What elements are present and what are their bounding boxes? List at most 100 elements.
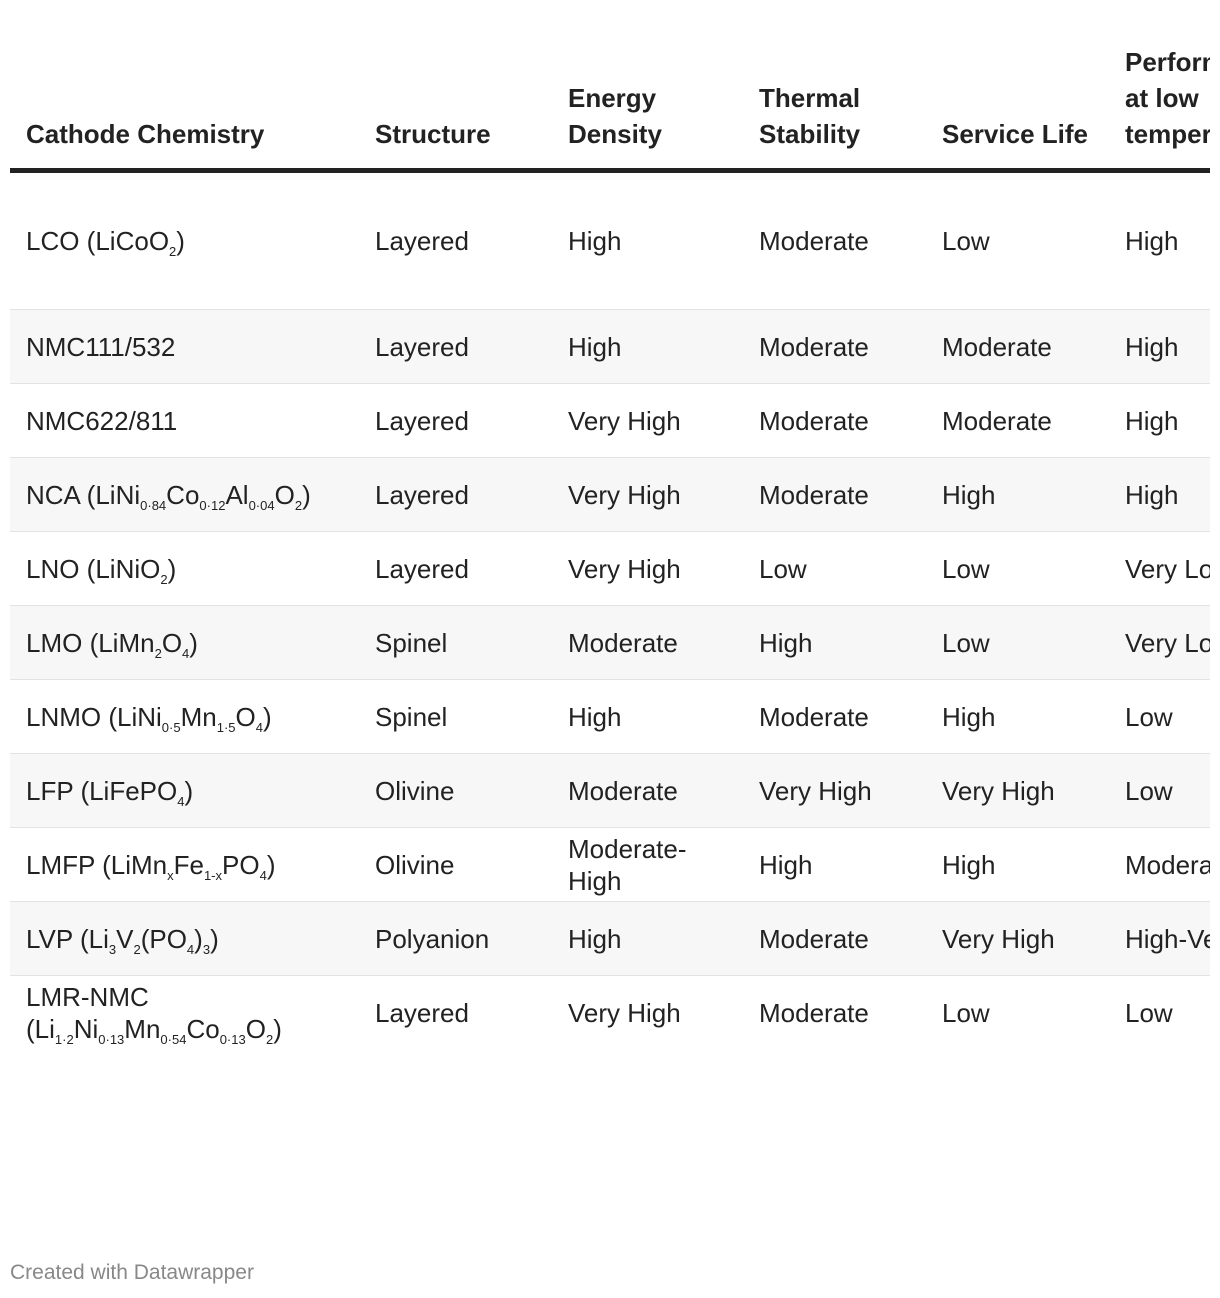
formula-text: LMFP (LiMn xyxy=(26,849,168,880)
table-cell: Moderate xyxy=(743,679,926,754)
subscript: 3 xyxy=(202,941,211,957)
formula-cell: LVP (Li3V2(PO4)3) xyxy=(10,901,359,976)
table-cell: High xyxy=(1109,383,1210,458)
subscript: 1·2 xyxy=(54,1031,74,1047)
table-cell: Moderate xyxy=(743,383,926,458)
formula-cell: NMC622/811 xyxy=(10,383,359,458)
formula-text: ) xyxy=(176,226,185,256)
table-row: LNMO (LiNi0·5Mn1·5O4) Spinel High Moderate H… xyxy=(10,679,1210,754)
formula-text: ) xyxy=(266,849,276,880)
subscript: 2 xyxy=(154,645,162,661)
table-cell: Moderate xyxy=(1109,827,1210,902)
subscript: 4 xyxy=(186,941,195,957)
formula-cell: LNMO (LiNi0·5Mn1·5O4) xyxy=(10,679,359,754)
table-cell: Moderate xyxy=(743,457,926,532)
table-row: LNO (LiNiO2) Layered Very High Low Low Very L… xyxy=(10,531,1210,606)
formula-text: Mn xyxy=(124,1013,161,1044)
formula-text: ) xyxy=(194,923,203,954)
table-row: LFP (LiFePO4) Olivine Moderate Very High Ver… xyxy=(10,753,1210,828)
formula-cell: LCO (LiCoO2) xyxy=(10,171,359,310)
table-cell: Layered xyxy=(359,975,552,1050)
table-cell: Low xyxy=(743,531,926,606)
subscript: 0·5 xyxy=(161,719,181,735)
table-cell: Low xyxy=(926,975,1109,1050)
subscript: 0·04 xyxy=(248,497,275,513)
table-cell: Very High xyxy=(552,531,743,606)
formula-text: PO xyxy=(222,849,260,880)
table-cell: Very Low xyxy=(1109,531,1210,606)
subscript: 0·12 xyxy=(199,497,226,513)
subscript: 0·84 xyxy=(140,497,167,513)
table-cell: Low xyxy=(926,531,1109,606)
table-cell: Low xyxy=(1109,975,1210,1050)
formula-text: LMR-NMC (Li xyxy=(26,981,149,1044)
formula-text: ) xyxy=(189,627,198,658)
formula-text: LFP (LiFePO xyxy=(26,775,178,806)
subscript: 0·13 xyxy=(219,1031,246,1047)
table-cell: Layered xyxy=(359,531,552,606)
table-cell: Layered xyxy=(359,309,552,384)
formula-text: V xyxy=(116,923,134,954)
formula-text: Mn xyxy=(180,701,217,732)
table-cell: Layered xyxy=(359,457,552,532)
formula-text: O xyxy=(235,701,256,732)
subscript: 2 xyxy=(169,244,177,259)
formula-cell: LNO (LiNiO2) xyxy=(10,531,359,606)
table-row: LCO (LiCoO2) Layered High Moderate Low High xyxy=(10,171,1210,310)
table-cell: Very Low xyxy=(1109,605,1210,680)
formula-text: O xyxy=(274,479,295,510)
header-row: Cathode Chemistry Structure Energy Density… xyxy=(10,40,1210,173)
table-row: NMC111/532 Layered High Moderate Moderate Hig… xyxy=(10,309,1210,384)
table-row: NMC622/811 Layered Very High Moderate Modera… xyxy=(10,383,1210,458)
table-cell: Spinel xyxy=(359,605,552,680)
table-cell: Moderate-High xyxy=(552,827,743,902)
column-header: Energy Density xyxy=(552,40,743,173)
table-cell: Moderate xyxy=(552,605,743,680)
subscript: 2 xyxy=(265,1031,274,1047)
table-cell: High-Very high xyxy=(1109,901,1210,976)
formula-text: ) xyxy=(210,923,219,954)
subscript: 1-x xyxy=(203,867,223,883)
table-row: LMR-NMC (Li1·2Ni0·13Mn0·54Co0·13O2) Layer… xyxy=(10,975,1210,1050)
table-cell: High xyxy=(552,901,743,976)
table-cell: Moderate xyxy=(743,309,926,384)
table-cell: Very High xyxy=(552,975,743,1050)
formula-text: ) xyxy=(302,479,311,510)
table-row: LMO (LiMn2O4) Spinel Moderate High Low Very L… xyxy=(10,605,1210,680)
footer: Created with Datawrapper xyxy=(10,1261,254,1284)
formula-text: LVP (Li xyxy=(26,923,109,954)
table-cell: Low xyxy=(1109,679,1210,754)
formula-text: NMC622/811 xyxy=(26,405,178,436)
subscript: 3 xyxy=(108,941,117,957)
table-cell: High xyxy=(552,679,743,754)
formula-text: Ni xyxy=(73,1013,99,1044)
column-header: Performance at low temperature xyxy=(1109,40,1210,173)
table-cell: Very High xyxy=(926,901,1109,976)
table-row: NCA (LiNi0·84Co0·12Al0·04O2) Layered Very … xyxy=(10,457,1210,532)
formula-text: Co xyxy=(166,479,200,510)
table-row: LVP (Li3V2(PO4)3) Polyanion High Moderate Ve… xyxy=(10,901,1210,976)
table-cell: High xyxy=(552,309,743,384)
column-header: Cathode Chemistry xyxy=(10,40,359,173)
table-cell: Very High xyxy=(552,383,743,458)
table-cell: High xyxy=(568,226,622,256)
subscript: 1·5 xyxy=(216,719,236,735)
formula-text: ) xyxy=(262,701,272,732)
formula-text: NMC111/532 xyxy=(26,331,176,362)
table-cell: Very High xyxy=(743,753,926,828)
table-cell: High xyxy=(743,605,926,680)
table-cell: Low xyxy=(942,226,990,256)
subscript: 0·54 xyxy=(160,1031,187,1047)
formula-text: Co xyxy=(186,1013,220,1044)
table-cell: High xyxy=(1109,309,1210,384)
formula-cell: LMR-NMC (Li1·2Ni0·13Mn0·54Co0·13O2) xyxy=(10,975,359,1050)
table-cell: Low xyxy=(926,605,1109,680)
table-cell: Layered xyxy=(359,383,552,458)
table-cell: High xyxy=(1109,457,1210,532)
formula-text: LMO (LiMn xyxy=(26,627,155,658)
table-row: LMFP (LiMnxFe1-xPO4) Olivine Moderate-High… xyxy=(10,827,1210,902)
formula-text: Al xyxy=(225,479,249,510)
formula-cell: NMC111/532 xyxy=(10,309,359,384)
subscript: 0·13 xyxy=(98,1031,125,1047)
formula-text: O xyxy=(245,1013,266,1044)
